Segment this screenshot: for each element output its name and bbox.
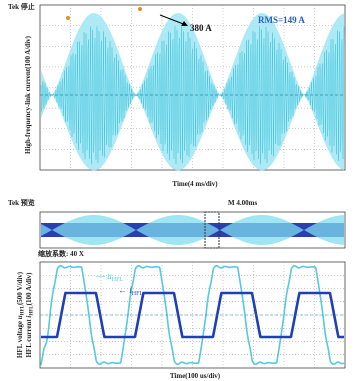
bottom-status: Tek 预览 xyxy=(8,198,35,207)
timebase: M 4.00ms xyxy=(228,199,257,207)
top-y-label: High-frequency-link current(100 A/div) xyxy=(24,35,32,154)
top-status: Tek 停止 xyxy=(8,2,35,11)
bottom-y-label: HFL current iHFL(100 A/div) xyxy=(25,272,35,358)
figure: Tek 停止 380 A RMS=149 A High-frequency-li… xyxy=(0,0,358,381)
zoom-factor: 缩放系数: 40 X xyxy=(38,249,84,258)
trigger-marker xyxy=(66,16,70,20)
bottom-x-label: Time(100 us/div) xyxy=(170,372,221,380)
top-x-label: Time(4 ms/div) xyxy=(172,180,218,188)
rms-annotation: RMS=149 A xyxy=(258,15,305,25)
peak-annotation: 380 A xyxy=(190,23,212,33)
trigger-marker xyxy=(138,7,142,11)
